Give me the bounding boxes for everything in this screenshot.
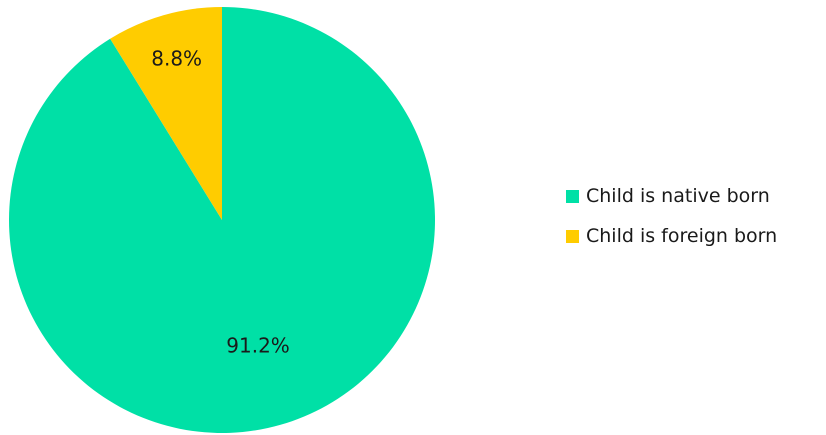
- legend-label-foreign-born: Child is foreign born: [586, 225, 778, 247]
- slice-label-child-is-native-born: 91.2%: [226, 334, 290, 358]
- pie-labels: 91.2% 8.8%: [151, 47, 290, 358]
- legend-item-native-born: Child is native born: [566, 182, 777, 210]
- pie-slices: [9, 7, 436, 433]
- slice-label-child-is-foreign-born: 8.8%: [151, 47, 202, 71]
- legend-item-foreign-born: Child is foreign born: [566, 222, 777, 250]
- legend-swatch-native-born: [566, 189, 579, 203]
- legend-swatch-foreign-born: [566, 229, 579, 243]
- pie-slice-child-is-foreign-born: [110, 7, 222, 220]
- pie-slice-child-is-native-born: [9, 7, 436, 433]
- legend: Child is native born Child is foreign bo…: [566, 182, 777, 262]
- legend-label-native-born: Child is native born: [586, 185, 770, 207]
